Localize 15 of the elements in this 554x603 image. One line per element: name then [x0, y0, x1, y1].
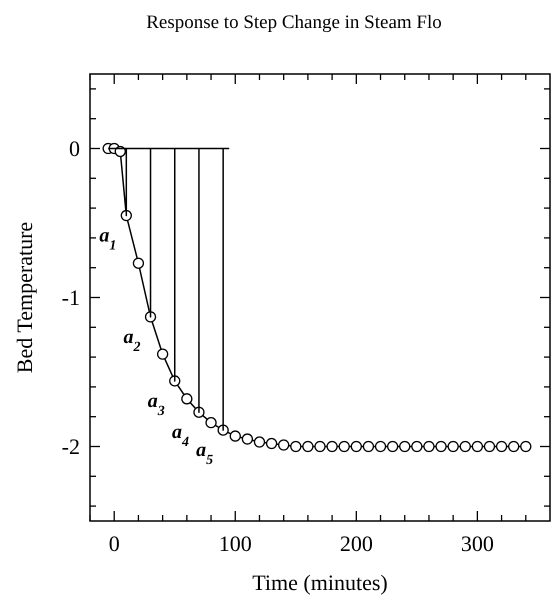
y-axis-title: Bed Temperature	[12, 222, 37, 374]
x-tick-label: 200	[340, 531, 373, 556]
annotation: a$_{3}$	[148, 390, 165, 418]
x-tick-label: 300	[460, 531, 494, 556]
annotation: a$_{1}$	[99, 224, 116, 254]
chart-title: Response to Step Change in Steam Flo	[146, 12, 442, 33]
x-tick-label: 100	[218, 531, 252, 556]
annotation: a$_{4}$	[172, 421, 189, 450]
y-tick-label: -2	[62, 434, 80, 460]
y-tick-label: 0	[69, 136, 80, 162]
y-tick-label: -1	[62, 285, 80, 310]
annotation: a$_{5}$	[196, 439, 214, 468]
x-axis-title: Time (minutes)	[252, 570, 388, 595]
annotation: a$_{2}$	[124, 326, 141, 354]
x-tick-label: 0	[108, 531, 120, 556]
